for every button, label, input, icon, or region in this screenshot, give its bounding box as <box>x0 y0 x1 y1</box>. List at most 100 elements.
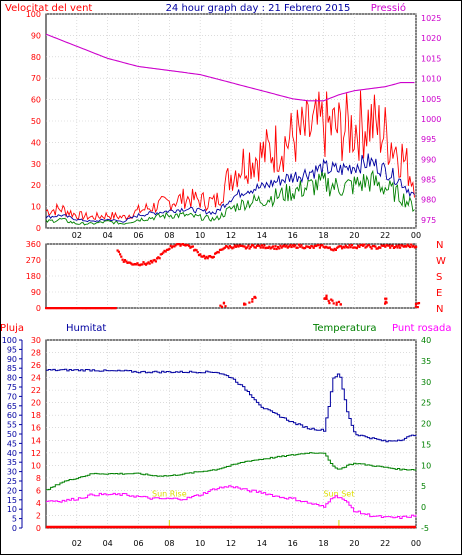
x-tick-label: 18 <box>318 539 328 548</box>
direction-point <box>374 245 377 248</box>
direction-point <box>271 245 275 248</box>
direction-point <box>325 297 328 300</box>
direction-point <box>259 246 262 249</box>
direction-point <box>405 245 408 248</box>
direction-point <box>82 307 85 310</box>
direction-point <box>312 246 315 249</box>
direction-point <box>152 259 155 262</box>
direction-point <box>196 251 199 254</box>
direction-point <box>46 307 49 310</box>
direction-point <box>56 307 59 310</box>
direction-point <box>415 245 418 248</box>
x-tick-label: 14 <box>257 539 267 548</box>
temp-tick-label: 15 <box>421 440 431 449</box>
direction-point <box>66 307 69 310</box>
direction-point <box>265 246 268 249</box>
direction-point <box>315 244 318 248</box>
y-right-tick-label: 990 <box>421 155 436 164</box>
direction-point <box>249 245 252 248</box>
direction-point <box>222 247 225 250</box>
direction-point <box>297 243 300 246</box>
direction-point <box>410 243 413 246</box>
direction-point <box>406 243 409 246</box>
direction-point <box>397 244 400 247</box>
humidity-tick-label: 45 <box>7 439 17 448</box>
direction-point <box>331 248 334 251</box>
temp-tick-label: 40 <box>421 336 431 345</box>
direction-point <box>335 301 338 304</box>
direction-point <box>317 243 320 247</box>
direction-point <box>276 245 280 249</box>
direction-point <box>72 307 75 310</box>
direction-point <box>248 247 251 250</box>
sun-set-label: Sun Set <box>323 490 354 499</box>
direction-point <box>75 307 78 310</box>
y-right-tick-label: 985 <box>421 176 436 185</box>
direction-point <box>125 260 128 263</box>
direction-point <box>111 307 114 310</box>
direction-point <box>45 307 48 310</box>
direction-point <box>391 244 394 247</box>
direction-point <box>244 303 247 306</box>
rain-tick-label: 4 <box>36 499 41 508</box>
y-right-tick-label: 995 <box>421 135 436 144</box>
y-tick-label: 90 <box>31 31 41 40</box>
humidity-tick-label: 40 <box>7 449 17 458</box>
direction-point <box>292 245 296 248</box>
direction-point <box>214 252 217 255</box>
direction-point <box>386 244 389 247</box>
direction-point <box>57 307 60 310</box>
direction-point <box>215 251 218 255</box>
direction-point <box>353 246 356 249</box>
x-tick-label: 14 <box>257 231 267 240</box>
x-tick-label: 06 <box>133 539 143 548</box>
direction-point <box>132 263 135 266</box>
humidity-tick-label: 65 <box>7 402 17 411</box>
direction-point <box>181 243 185 246</box>
x-tick-label: 00 <box>411 539 421 548</box>
wind-gust-series <box>45 90 415 221</box>
direction-point <box>227 247 230 250</box>
direction-point <box>416 306 419 309</box>
direction-point <box>98 307 101 310</box>
direction-point <box>120 255 123 258</box>
x-tick-label: 22 <box>380 539 390 548</box>
rain-tick-label: 20 <box>31 399 41 408</box>
y-right-tick-label: 1010 <box>421 75 441 84</box>
direction-point <box>379 246 382 249</box>
direction-point <box>103 307 106 310</box>
direction-point <box>376 247 379 250</box>
direction-point <box>354 246 357 249</box>
y-tick-label: 10 <box>31 203 41 212</box>
direction-point <box>332 249 335 252</box>
direction-point <box>243 245 246 248</box>
direction-point <box>121 258 124 261</box>
direction-point <box>325 245 328 248</box>
x-tick-label: 12 <box>226 539 236 548</box>
direction-point <box>364 246 367 249</box>
direction-point <box>281 245 284 248</box>
y-tick-label: 100 <box>26 10 41 19</box>
direction-point <box>53 307 56 310</box>
direction-point <box>219 304 222 307</box>
direction-point <box>380 244 383 247</box>
direction-point <box>289 244 292 247</box>
direction-point <box>220 248 223 251</box>
direction-point <box>102 307 105 310</box>
direction-point <box>173 245 176 248</box>
direction-point <box>345 246 349 249</box>
direction-point <box>206 257 209 260</box>
direction-point <box>295 246 298 249</box>
direction-point <box>194 248 197 251</box>
direction-point <box>338 245 341 248</box>
direction-point <box>154 260 157 263</box>
direction-point <box>49 307 53 310</box>
direction-point <box>184 244 187 247</box>
x-tick-label: 10 <box>195 539 205 548</box>
x-tick-label: 04 <box>103 231 113 240</box>
direction-point <box>387 244 391 247</box>
direction-point <box>300 244 303 247</box>
x-tick-label: 18 <box>318 231 328 240</box>
